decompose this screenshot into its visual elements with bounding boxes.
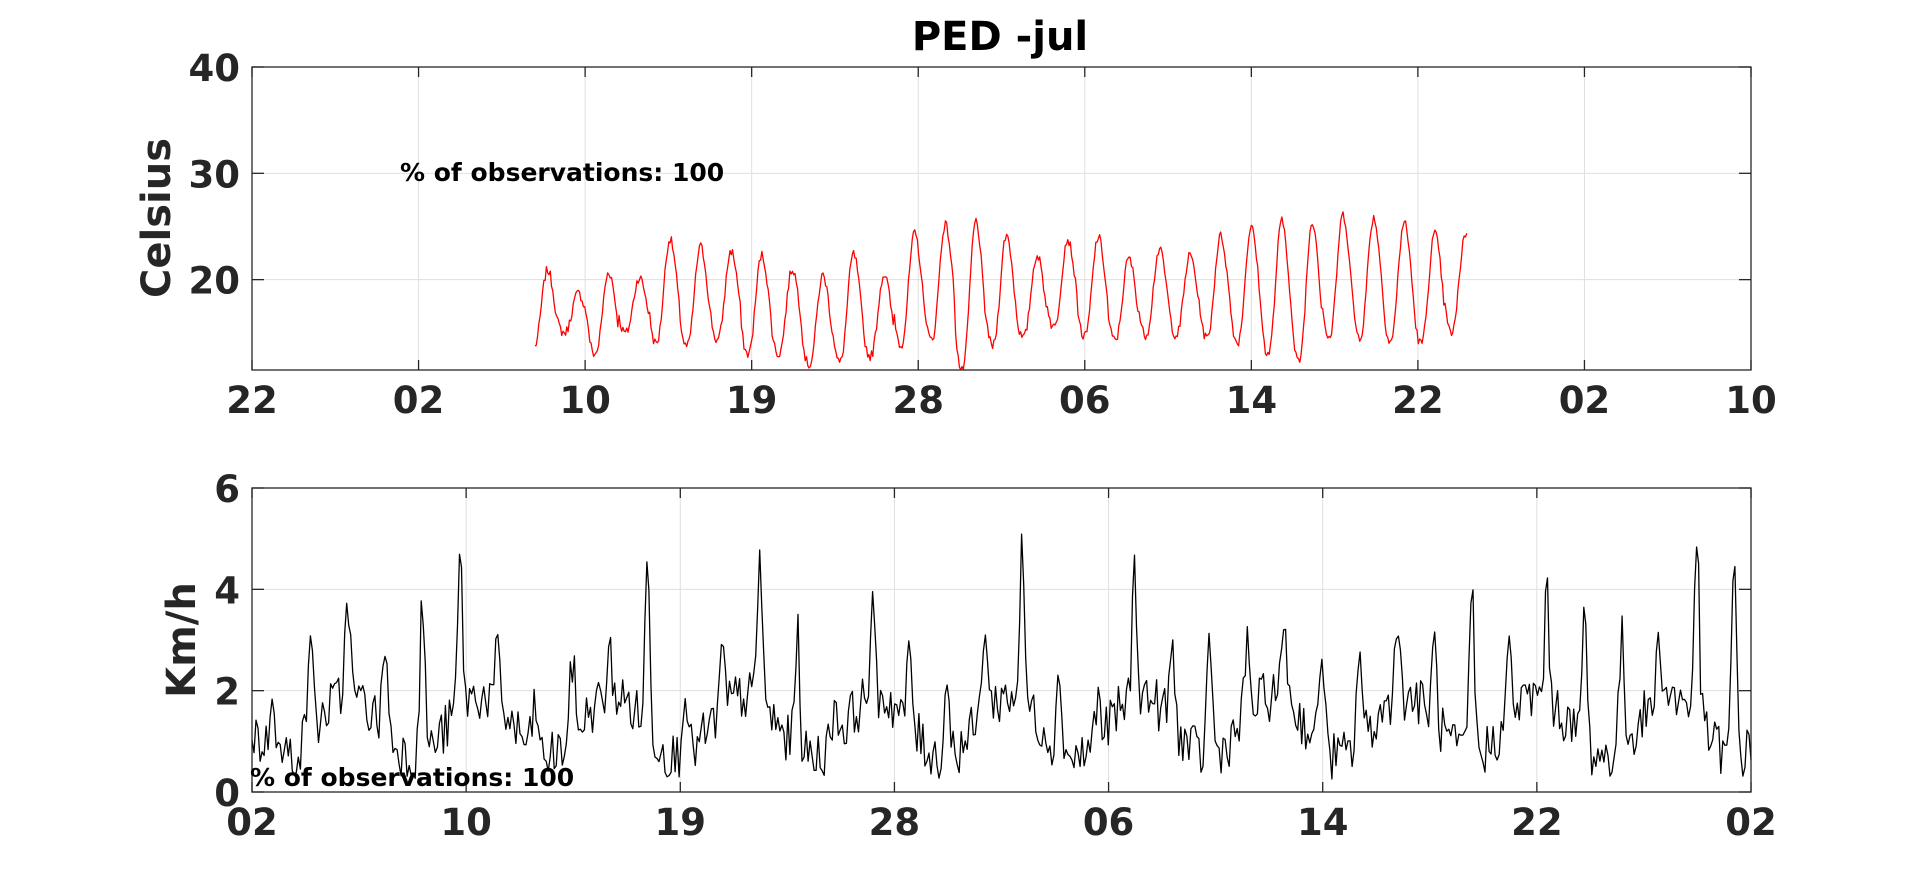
figure-title: PED -jul — [912, 14, 1088, 60]
wind-x-tick-label: 02 — [1725, 801, 1777, 844]
wind-grid — [252, 488, 1751, 792]
wind-x-tick-label: 19 — [655, 801, 707, 844]
wind-series-line — [251, 533, 1752, 780]
temperature-ylabel: Celsius — [134, 138, 180, 298]
temperature-x-tick-label: 19 — [726, 379, 778, 422]
temperature-x-tick-label: 28 — [892, 379, 944, 422]
temperature-x-tick-label: 22 — [1392, 379, 1444, 422]
temperature-series-line — [534, 211, 1468, 371]
temperature-y-tick-label: 30 — [189, 153, 241, 196]
temperature-ticks: 22 02 10 19 28 06 14 22 02 10 20 30 40 — [189, 47, 1777, 422]
wind-y-tick-label: 4 — [214, 569, 240, 612]
temperature-y-tick-label: 40 — [189, 47, 241, 90]
wind-axes-frame — [251, 487, 1752, 793]
wind-x-tick-label: 02 — [226, 801, 278, 844]
temperature-x-tick-label: 10 — [559, 379, 611, 422]
temperature-observations-annotation: % of observations: 100 — [400, 158, 724, 187]
temperature-x-tick-label: 14 — [1226, 379, 1278, 422]
wind-x-tick-label: 06 — [1083, 801, 1135, 844]
wind-x-tick-label: 14 — [1297, 801, 1349, 844]
temperature-y-tick-label: 20 — [189, 260, 241, 303]
wind-x-tick-label: 22 — [1511, 801, 1563, 844]
wind-y-tick-label: 6 — [214, 468, 240, 511]
temperature-x-tick-label: 10 — [1725, 379, 1777, 422]
wind-x-tick-label: 10 — [440, 801, 492, 844]
wind-observations-annotation: % of observations: 100 — [250, 763, 574, 792]
wind-x-tick-label: 28 — [869, 801, 921, 844]
wind-ylabel: Km/h — [159, 582, 205, 698]
wind-y-tick-label: 0 — [214, 772, 240, 815]
wind-y-tick-label: 2 — [214, 671, 240, 714]
temperature-grid — [252, 67, 1751, 370]
temperature-x-tick-label: 02 — [393, 379, 445, 422]
temperature-x-tick-label: 02 — [1559, 379, 1611, 422]
temperature-x-tick-label: 22 — [226, 379, 278, 422]
temperature-x-tick-label: 06 — [1059, 379, 1111, 422]
temperature-axes-frame — [251, 66, 1752, 371]
temperature-panel: 22 02 10 19 28 06 14 22 02 10 20 30 40 Celsius % of … — [134, 47, 1777, 422]
